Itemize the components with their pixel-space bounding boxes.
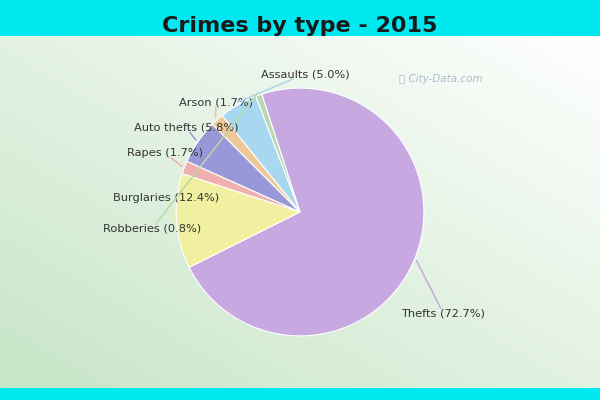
Wedge shape xyxy=(222,96,300,212)
Text: Arson (1.7%): Arson (1.7%) xyxy=(179,97,253,118)
Text: Rapes (1.7%): Rapes (1.7%) xyxy=(127,148,203,166)
Text: Crimes by type - 2015: Crimes by type - 2015 xyxy=(163,16,437,36)
Wedge shape xyxy=(189,88,424,336)
Wedge shape xyxy=(212,116,300,212)
Wedge shape xyxy=(182,161,300,212)
Text: Assaults (5.0%): Assaults (5.0%) xyxy=(237,69,349,102)
Text: Thefts (72.7%): Thefts (72.7%) xyxy=(401,261,485,318)
Wedge shape xyxy=(256,94,300,212)
Text: Robberies (0.8%): Robberies (0.8%) xyxy=(103,93,258,234)
Wedge shape xyxy=(176,174,300,267)
Wedge shape xyxy=(187,124,300,212)
Text: Auto thefts (5.8%): Auto thefts (5.8%) xyxy=(134,122,238,140)
Text: Burglaries (12.4%): Burglaries (12.4%) xyxy=(113,193,219,221)
Text: ⓘ City-Data.com: ⓘ City-Data.com xyxy=(400,74,483,84)
